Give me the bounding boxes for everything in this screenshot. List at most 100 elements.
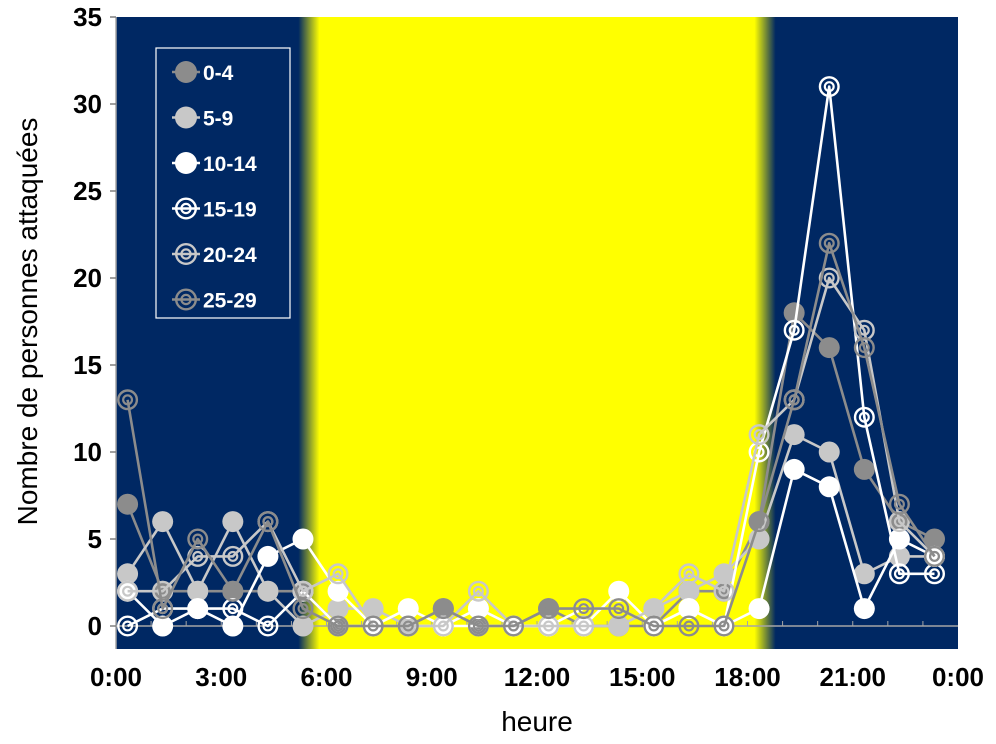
data-point: [187, 528, 209, 550]
data-point: [292, 580, 314, 602]
data-point: [292, 615, 314, 637]
data-point: [783, 389, 805, 411]
data-point: [152, 615, 174, 637]
data-point: [222, 598, 244, 620]
data-point: [783, 458, 805, 480]
legend-item: 5-9: [172, 106, 233, 131]
data-point: [117, 580, 139, 602]
data-point: [117, 493, 139, 515]
legend-item: 0-4: [172, 61, 234, 85]
series-line: [126, 241, 936, 628]
data-point: [117, 389, 139, 411]
data-point: [467, 580, 489, 602]
data-point: [117, 580, 139, 602]
series-25-29: [117, 232, 945, 637]
data-point: [362, 598, 384, 620]
data-point: [327, 580, 349, 602]
legend-box: [155, 47, 291, 319]
data-point: [678, 580, 700, 602]
data-point: [397, 598, 419, 620]
legend-marker: [174, 242, 197, 265]
y-tick-label: 5: [88, 524, 102, 554]
legend-item: 25-29: [172, 288, 257, 313]
data-point: [327, 563, 349, 585]
data-point: [573, 598, 595, 620]
series-layer: [117, 76, 945, 637]
data-point: [713, 580, 735, 602]
x-tick-label: 6:00: [300, 662, 352, 692]
x-tick-label: 12:00: [504, 662, 571, 692]
data-point: [853, 563, 875, 585]
data-point: [853, 598, 875, 620]
x-tick-label: 3:00: [195, 662, 247, 692]
data-point: [222, 580, 244, 602]
data-point: [818, 337, 840, 359]
data-point: [222, 511, 244, 533]
data-point: [222, 545, 244, 567]
data-point: [608, 580, 630, 602]
data-point: [187, 580, 209, 602]
data-point: [538, 598, 560, 620]
legend-item: 15-19: [172, 197, 257, 222]
y-axis-label: Nombre de personnes attaquées: [12, 118, 43, 526]
data-point: [257, 545, 279, 567]
data-point: [818, 476, 840, 498]
data-point: [117, 615, 139, 637]
legend-item: 10-14: [172, 152, 257, 176]
y-tick-label: 20: [73, 263, 102, 293]
data-point: [818, 232, 840, 254]
data-point: [888, 511, 910, 533]
data-point: [783, 319, 805, 341]
data-point: [397, 615, 419, 637]
data-point: [818, 267, 840, 289]
x-tick-label: 9:00: [406, 662, 458, 692]
data-point: [327, 615, 349, 637]
data-point: [292, 528, 314, 550]
y-tick-label: 25: [73, 176, 102, 206]
data-point: [853, 406, 875, 428]
data-point: [923, 545, 945, 567]
y-tick-label: 15: [73, 350, 102, 380]
data-point: [748, 511, 770, 533]
legend-marker: [175, 106, 197, 129]
data-point: [257, 615, 279, 637]
data-point: [467, 598, 489, 620]
y-tick-label: 10: [73, 437, 102, 467]
data-point: [783, 302, 805, 324]
legend: 0-4 5-9 10-14 15-19 20-24 25-29: [155, 47, 291, 319]
data-point: [152, 511, 174, 533]
data-point: [748, 424, 770, 446]
legend-marker: [175, 152, 197, 174]
data-point: [327, 598, 349, 620]
data-point: [888, 563, 910, 585]
data-point: [678, 563, 700, 585]
x-tick-label: 21:00: [820, 662, 887, 692]
data-point: [713, 615, 735, 637]
data-point: [783, 424, 805, 446]
legend-item: 20-24: [172, 242, 257, 267]
data-point: [608, 598, 630, 620]
data-point: [853, 337, 875, 359]
x-tick-label: 18:00: [714, 662, 781, 692]
data-point: [748, 598, 770, 620]
legend-label: 0-4: [203, 62, 234, 85]
data-point: [117, 563, 139, 585]
data-point: [467, 615, 489, 637]
data-point: [222, 615, 244, 637]
legend-label: 10-14: [203, 153, 257, 176]
daylight-band: [298, 17, 776, 649]
data-point: [292, 598, 314, 620]
x-tick-label: 0:00: [932, 662, 984, 692]
data-point: [888, 493, 910, 515]
data-point: [853, 319, 875, 341]
legend-marker: [174, 288, 197, 311]
data-point: [257, 580, 279, 602]
legend-label: 20-24: [203, 244, 257, 267]
data-point: [818, 441, 840, 463]
data-point: [502, 615, 524, 637]
data-point: [187, 598, 209, 620]
y-tick-label: 0: [88, 611, 102, 641]
data-point: [362, 615, 384, 637]
data-point: [432, 598, 454, 620]
